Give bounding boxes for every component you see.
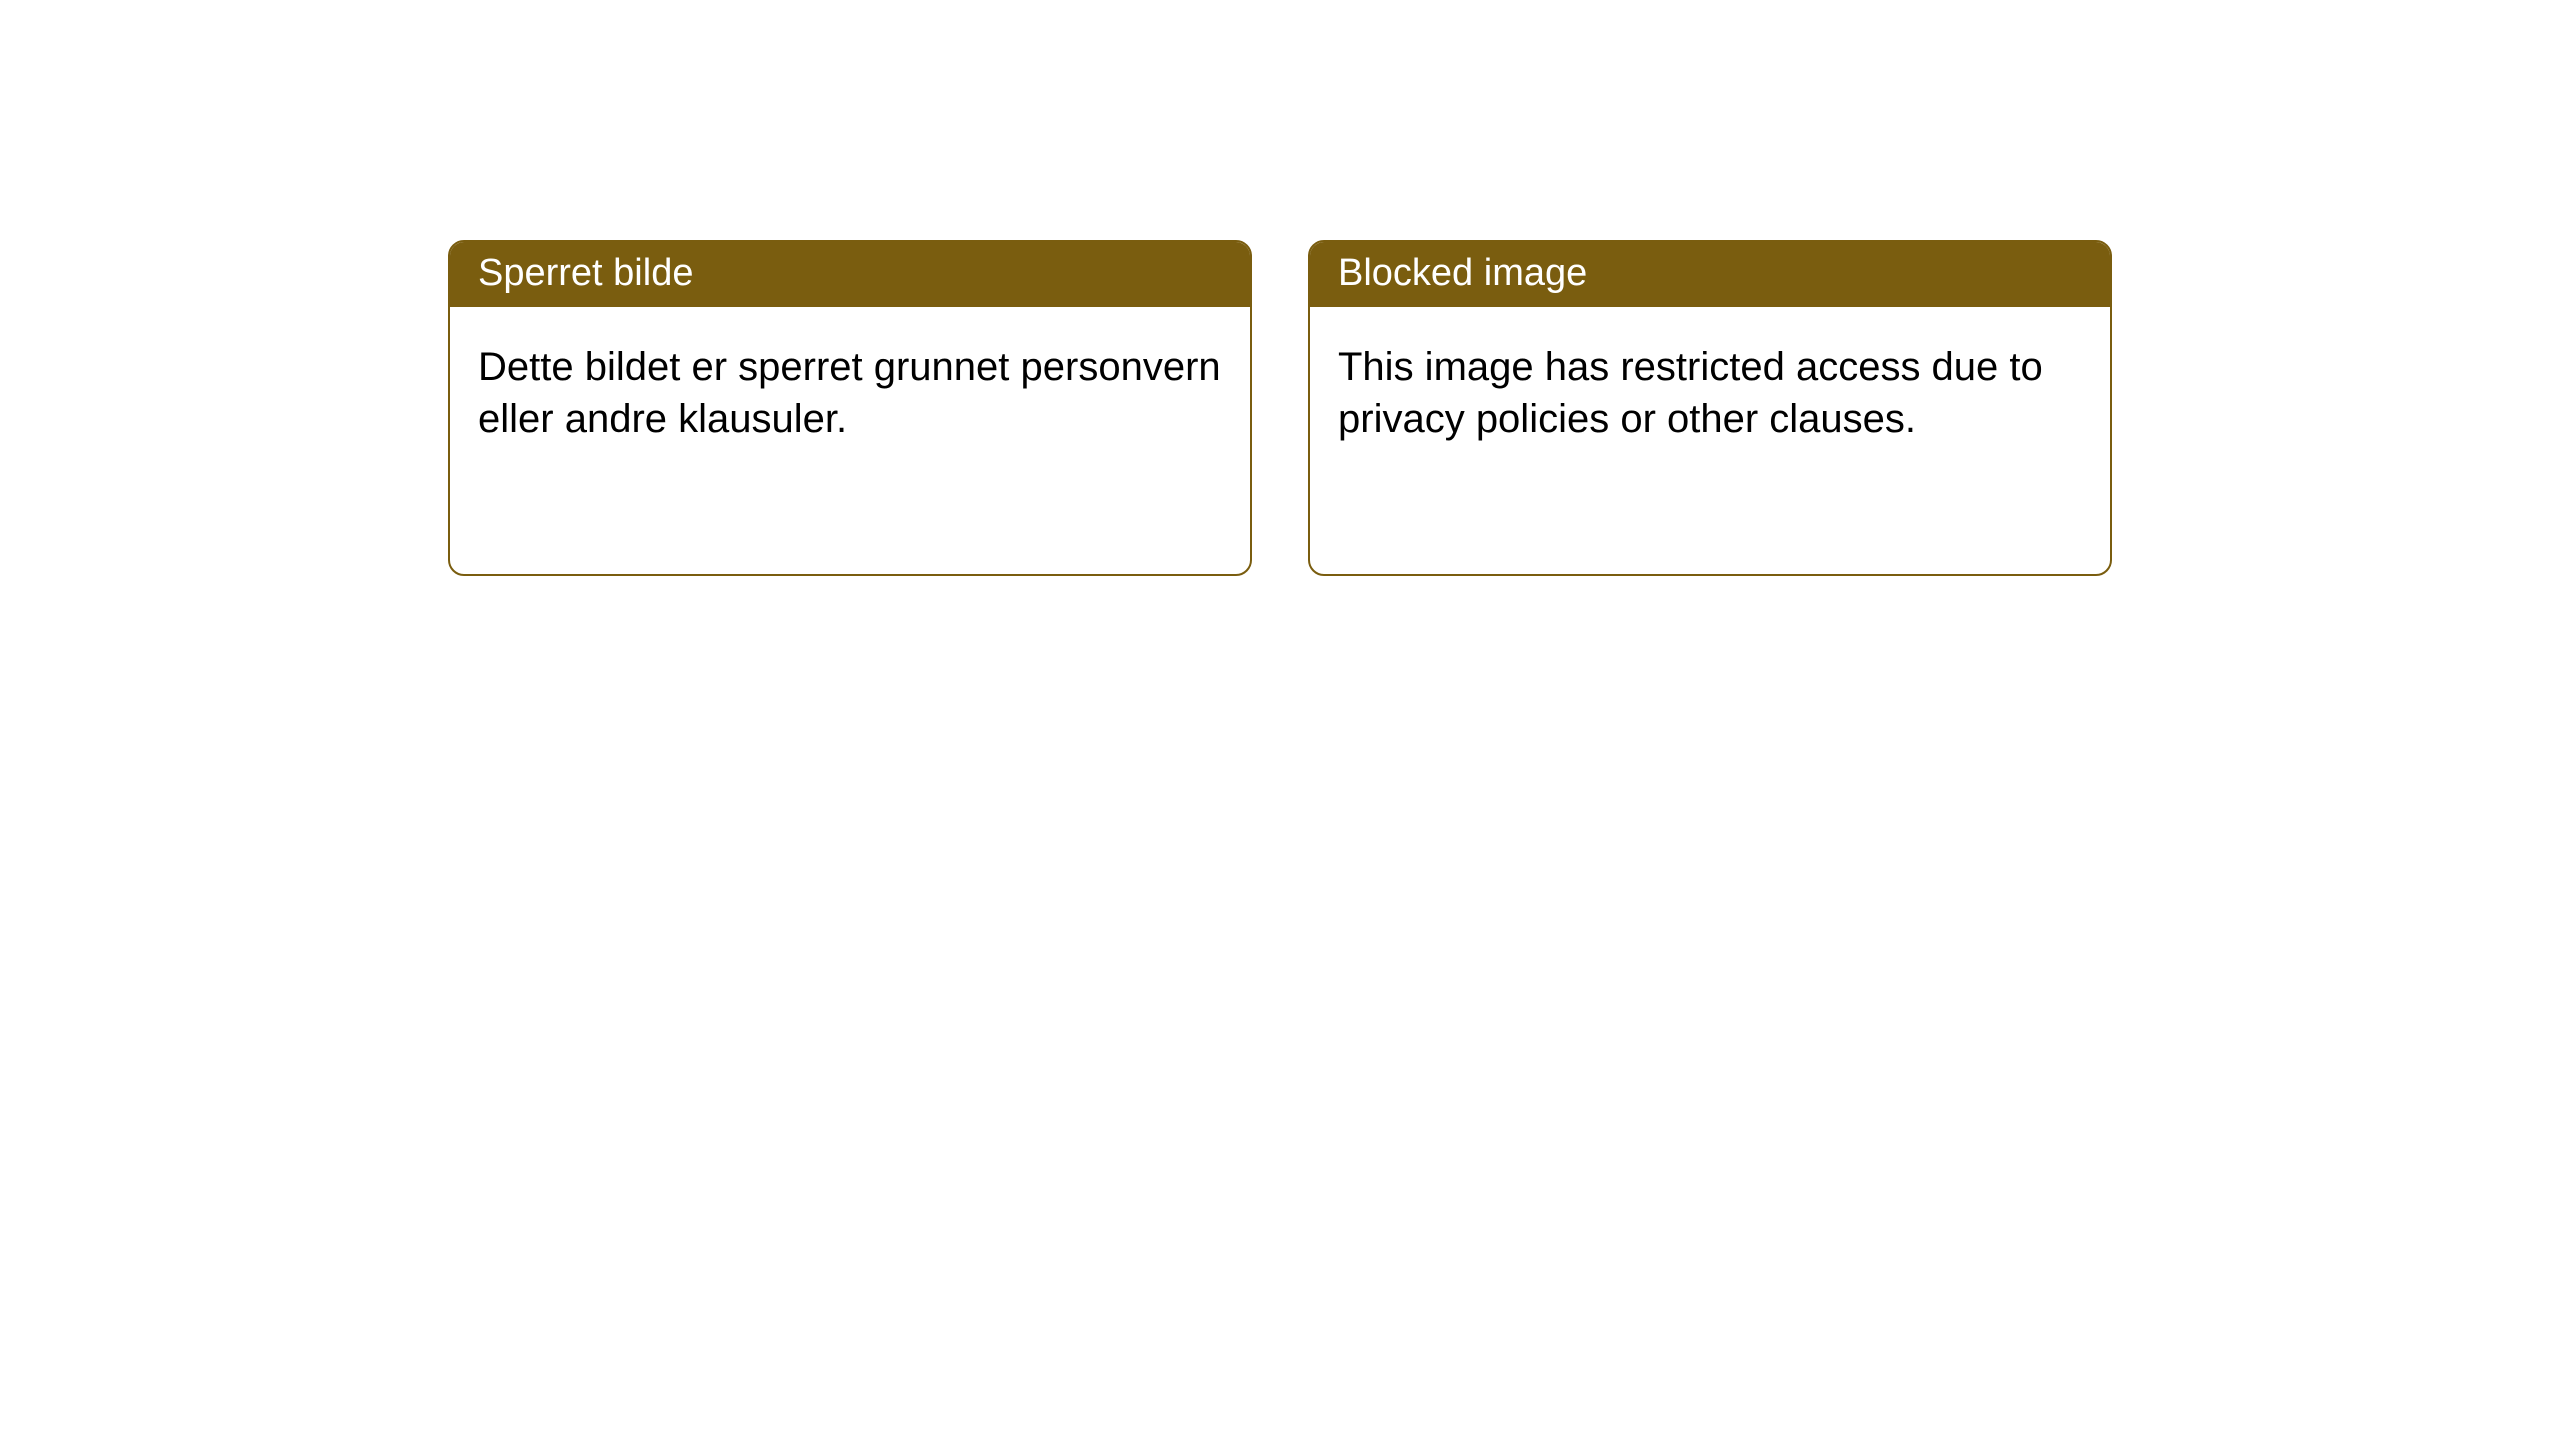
notice-card-english: Blocked image This image has restricted …: [1308, 240, 2112, 576]
notice-card-norwegian: Sperret bilde Dette bildet er sperret gr…: [448, 240, 1252, 576]
notice-container: Sperret bilde Dette bildet er sperret gr…: [0, 0, 2560, 576]
notice-title-english: Blocked image: [1310, 242, 2110, 307]
notice-body-english: This image has restricted access due to …: [1310, 307, 2110, 479]
notice-title-norwegian: Sperret bilde: [450, 242, 1250, 307]
notice-body-norwegian: Dette bildet er sperret grunnet personve…: [450, 307, 1250, 479]
